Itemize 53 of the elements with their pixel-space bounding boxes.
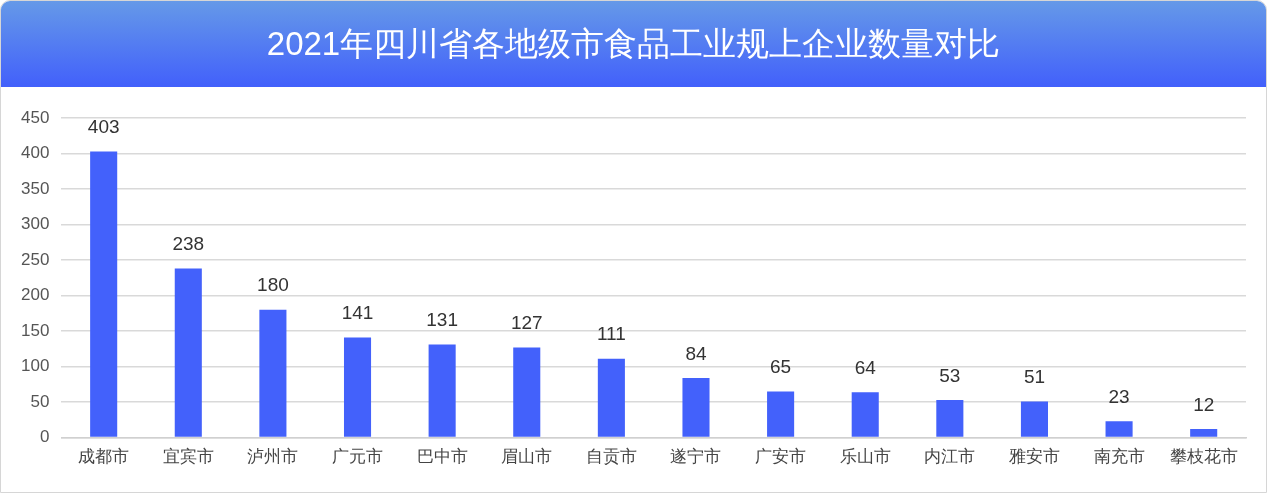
data-label: 111 — [596, 323, 626, 345]
data-label: 180 — [257, 274, 289, 296]
bar — [1105, 421, 1133, 437]
y-tick-label: 100 — [20, 356, 50, 376]
y-tick-label: 0 — [39, 427, 50, 447]
data-label: 12 — [1193, 393, 1215, 415]
bar — [513, 347, 541, 437]
data-label: 23 — [1108, 386, 1130, 407]
data-label: 84 — [685, 342, 707, 364]
y-tick-label: 450 — [20, 107, 50, 127]
x-tick-label: 遂宁市 — [670, 447, 722, 467]
y-tick-label: 300 — [20, 214, 50, 234]
bar — [343, 337, 372, 437]
data-label: 131 — [426, 309, 458, 331]
x-tick-label: 雅安市 — [1008, 447, 1060, 467]
data-label: 51 — [1023, 366, 1046, 388]
x-tick-label: 自贡市 — [585, 447, 637, 467]
x-tick-label: 眉山市 — [501, 447, 553, 467]
data-label: 53 — [939, 364, 961, 386]
data-label: 403 — [87, 116, 120, 138]
data-label: 65 — [770, 356, 792, 378]
y-tick-label: 50 — [30, 391, 50, 411]
bar — [851, 392, 879, 437]
x-tick-label: 巴中市 — [416, 447, 468, 467]
x-tick-label: 宜宾市 — [162, 447, 214, 467]
bar — [767, 391, 795, 437]
data-label: 64 — [854, 356, 877, 378]
bar — [90, 151, 118, 437]
y-tick-label: 150 — [20, 320, 50, 340]
chart-title: 2021年四川省各地级市食品工业规上企业数量对比 — [266, 24, 1001, 64]
x-tick-label: 成都市 — [78, 447, 130, 467]
y-tick-label: 350 — [20, 178, 50, 198]
data-label: 238 — [172, 233, 205, 255]
y-tick-label: 400 — [20, 143, 50, 163]
bar — [428, 344, 456, 437]
x-tick-label: 攀枝花市 — [1169, 447, 1238, 467]
bar — [259, 309, 287, 437]
y-tick-label: 200 — [20, 285, 50, 305]
data-label: 141 — [341, 302, 374, 324]
bar — [1020, 401, 1048, 437]
x-tick-label: 泸州市 — [247, 447, 299, 467]
x-tick-label: 乐山市 — [839, 447, 891, 467]
bar — [682, 377, 710, 437]
x-tick-label: 广元市 — [332, 447, 384, 467]
data-label: 127 — [510, 312, 543, 334]
bar — [936, 399, 964, 437]
bar — [174, 268, 202, 437]
x-tick-label: 广安市 — [755, 447, 807, 467]
bar — [597, 358, 625, 437]
bar — [1190, 429, 1218, 437]
x-tick-label: 内江市 — [924, 447, 976, 467]
x-tick-label: 南充市 — [1093, 447, 1145, 467]
y-tick-label: 250 — [20, 249, 50, 269]
